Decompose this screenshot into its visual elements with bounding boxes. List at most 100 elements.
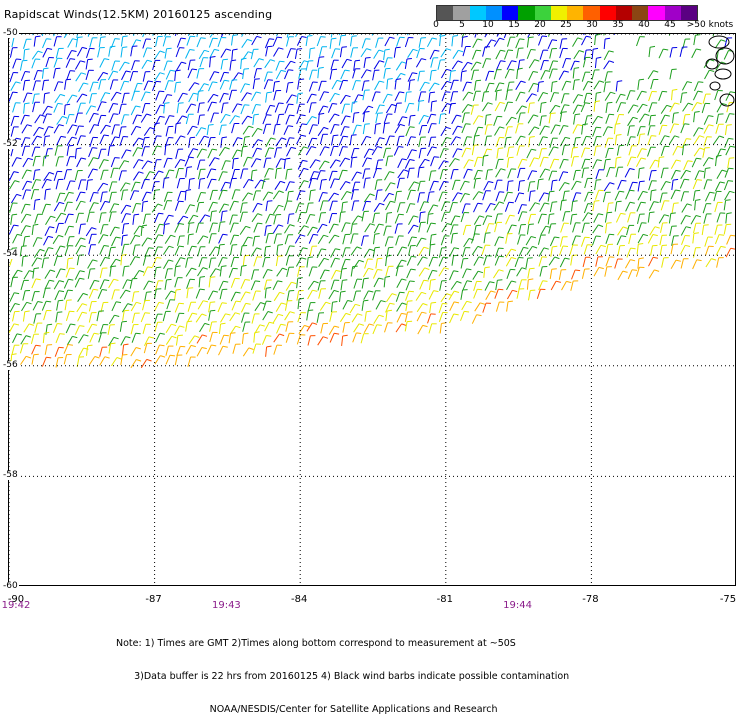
graticule <box>9 34 736 586</box>
wind-barb-tick <box>586 36 591 37</box>
wind-barb <box>222 103 224 113</box>
wind-barb <box>241 147 242 157</box>
legend-label: 10 <box>482 20 493 30</box>
wind-barb-tick <box>220 222 225 223</box>
wind-barb <box>112 61 115 71</box>
wind-barb <box>196 289 200 298</box>
wind-barb-tick <box>170 70 175 71</box>
wind-barb <box>692 49 697 58</box>
wind-barb <box>715 202 718 212</box>
wind-barb-tick <box>721 246 726 247</box>
wind-barb <box>21 72 25 81</box>
wind-barb <box>66 311 69 321</box>
wind-barb <box>198 247 201 257</box>
wind-barb-tick <box>179 303 184 304</box>
wind-barb-tick <box>343 335 348 336</box>
wind-barb <box>495 289 499 298</box>
wind-barb <box>167 300 170 309</box>
wind-barb-tick <box>176 289 181 290</box>
wind-barb <box>614 124 615 134</box>
wind-barb <box>253 115 254 125</box>
wind-barb <box>100 135 104 144</box>
wind-barb <box>505 127 508 137</box>
wind-barb <box>142 104 145 114</box>
wind-barb <box>605 92 610 100</box>
wind-barb <box>681 259 683 269</box>
wind-barb-tick <box>46 39 51 40</box>
wind-barb <box>101 93 106 102</box>
wind-barb <box>266 201 268 211</box>
wind-barb-tick <box>720 182 725 183</box>
wind-barb-tick <box>91 106 96 107</box>
wind-barb <box>209 158 214 167</box>
legend-label: 5 <box>459 20 465 30</box>
wind-barb <box>616 115 619 125</box>
wind-barb <box>297 291 299 301</box>
wind-barb <box>559 71 564 80</box>
wind-barb <box>299 181 304 190</box>
wind-barb <box>398 247 403 256</box>
wind-barb <box>540 169 545 178</box>
wind-barb-tick <box>552 40 557 41</box>
wind-barb <box>54 82 58 91</box>
wind-barb <box>385 323 388 333</box>
wind-barb <box>462 148 466 157</box>
wind-barb-tick <box>431 114 436 115</box>
wind-barb-tick <box>346 313 351 315</box>
wind-barb <box>251 171 252 181</box>
wind-barb-tick <box>458 61 463 63</box>
wind-barb-tick <box>303 160 308 161</box>
wind-barb <box>297 37 301 46</box>
wind-barb-tick <box>345 70 350 71</box>
wind-barb <box>408 49 413 57</box>
wind-barb-tick <box>366 178 371 179</box>
wind-barb <box>132 61 135 70</box>
wind-barb-tick <box>479 257 484 258</box>
wind-barb <box>341 192 346 201</box>
wind-barb <box>273 225 278 234</box>
wind-barb <box>618 271 623 280</box>
wind-barb-tick <box>210 302 215 303</box>
wind-barb <box>396 236 399 246</box>
wind-barb-tick <box>33 224 38 225</box>
wind-barb <box>332 302 333 312</box>
wind-barb <box>673 146 678 155</box>
wind-barb-tick <box>258 128 263 130</box>
wind-barb <box>529 127 535 135</box>
wind-barb-tick <box>336 160 341 162</box>
wind-barb <box>361 70 366 79</box>
wind-barb <box>243 69 244 79</box>
wind-barb <box>112 237 116 246</box>
wind-barb <box>262 336 266 345</box>
wind-barb-tick <box>346 223 351 224</box>
wind-barb <box>31 190 34 200</box>
wind-barb <box>449 291 454 300</box>
wind-barb <box>175 224 179 233</box>
wind-barb <box>286 138 289 147</box>
wind-barb <box>339 36 341 46</box>
wind-barb-tick <box>183 216 188 218</box>
wind-barb-tick <box>409 103 414 104</box>
wind-barb-tick <box>446 49 451 51</box>
wind-barb <box>596 257 598 267</box>
longitude-label: -87 <box>145 594 161 605</box>
wind-barb <box>22 138 26 147</box>
wind-barb <box>209 311 211 321</box>
wind-barb <box>42 258 44 268</box>
wind-barb <box>130 257 135 266</box>
wind-barb-tick <box>149 248 154 249</box>
wind-barb-tick <box>621 236 626 237</box>
wind-barb-tick <box>105 257 110 258</box>
wind-barb <box>89 245 91 255</box>
wind-barb-tick <box>313 234 318 235</box>
wind-barb <box>395 214 399 223</box>
wind-barb-tick <box>326 302 331 304</box>
wind-barb-tick <box>171 324 176 325</box>
wind-barb-tick <box>708 116 713 117</box>
wind-barb <box>681 216 686 225</box>
wind-barb <box>86 70 89 80</box>
wind-barb <box>339 136 343 145</box>
wind-barb <box>197 348 202 357</box>
wind-barb <box>605 72 608 82</box>
wind-barb <box>660 246 662 256</box>
